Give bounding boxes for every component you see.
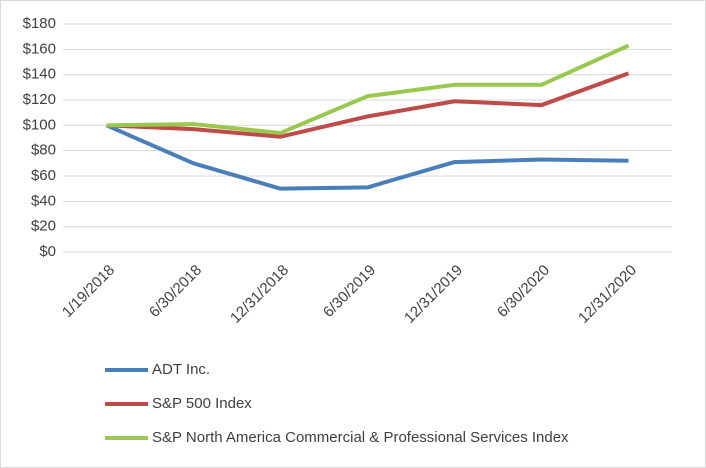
y-tick-label: $60 — [31, 167, 56, 184]
y-tick-label: $120 — [23, 91, 56, 108]
legend-label: S&P 500 Index — [152, 395, 252, 412]
series-line — [106, 43, 630, 135]
y-tick-label: $180 — [23, 15, 56, 32]
y-tick-label: $20 — [31, 218, 56, 235]
y-tick-label: $160 — [23, 40, 56, 57]
y-tick-label: $80 — [31, 142, 56, 159]
y-tick-label: $0 — [39, 243, 56, 260]
y-tick-label: $140 — [23, 66, 56, 83]
legend-label: ADT Inc. — [152, 361, 210, 378]
series-line — [106, 71, 630, 139]
legend-label: S&P North America Commercial & Professio… — [152, 429, 569, 446]
y-tick-label: $100 — [23, 116, 56, 133]
series-line — [105, 123, 629, 191]
y-tick-label: $40 — [31, 192, 56, 209]
